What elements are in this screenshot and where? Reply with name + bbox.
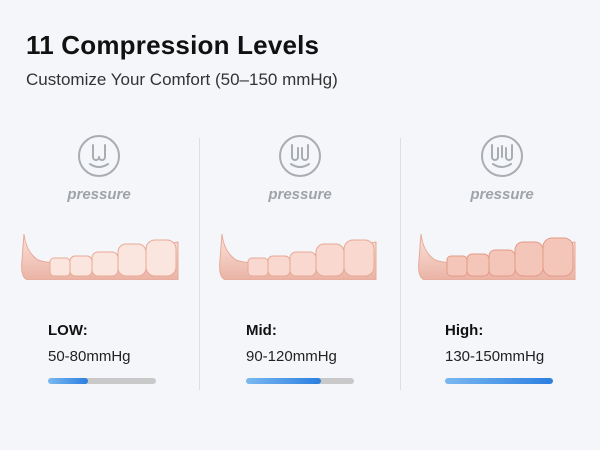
pressure-icon [77, 134, 121, 178]
pressure-bar-fill [48, 378, 88, 384]
level-name: LOW: [48, 322, 88, 339]
column-divider [400, 138, 401, 390]
pressure-icon [480, 134, 524, 178]
leg-illustration [417, 230, 579, 281]
leg-illustration [20, 230, 182, 281]
leg-illustration [218, 230, 380, 281]
level-range: 90-120mmHg [246, 348, 337, 365]
page-title: 11 Compression Levels [26, 30, 320, 60]
pressure-bar-fill [445, 378, 553, 384]
level-name: High: [445, 322, 484, 339]
level-card-mid: pressure Mid: 90-120mmHg [218, 130, 398, 400]
pressure-bar-track [246, 378, 354, 384]
pressure-bar-fill [246, 378, 321, 384]
pressure-label: pressure [268, 186, 332, 203]
level-card-high: pressure High: 130-150mmHg [417, 130, 597, 400]
pressure-label: pressure [470, 186, 534, 203]
pressure-icon [278, 134, 322, 178]
level-name: Mid: [246, 322, 277, 339]
pressure-bar-track [445, 378, 553, 384]
pressure-bar-track [48, 378, 156, 384]
pressure-label: pressure [67, 186, 131, 203]
column-divider [199, 138, 200, 390]
level-range: 50-80mmHg [48, 348, 131, 365]
page-subtitle: Customize Your Comfort (50–150 mmHg) [26, 70, 338, 89]
level-range: 130-150mmHg [445, 348, 545, 365]
level-card-low: pressure LOW: 50-80mmHg [20, 130, 200, 400]
